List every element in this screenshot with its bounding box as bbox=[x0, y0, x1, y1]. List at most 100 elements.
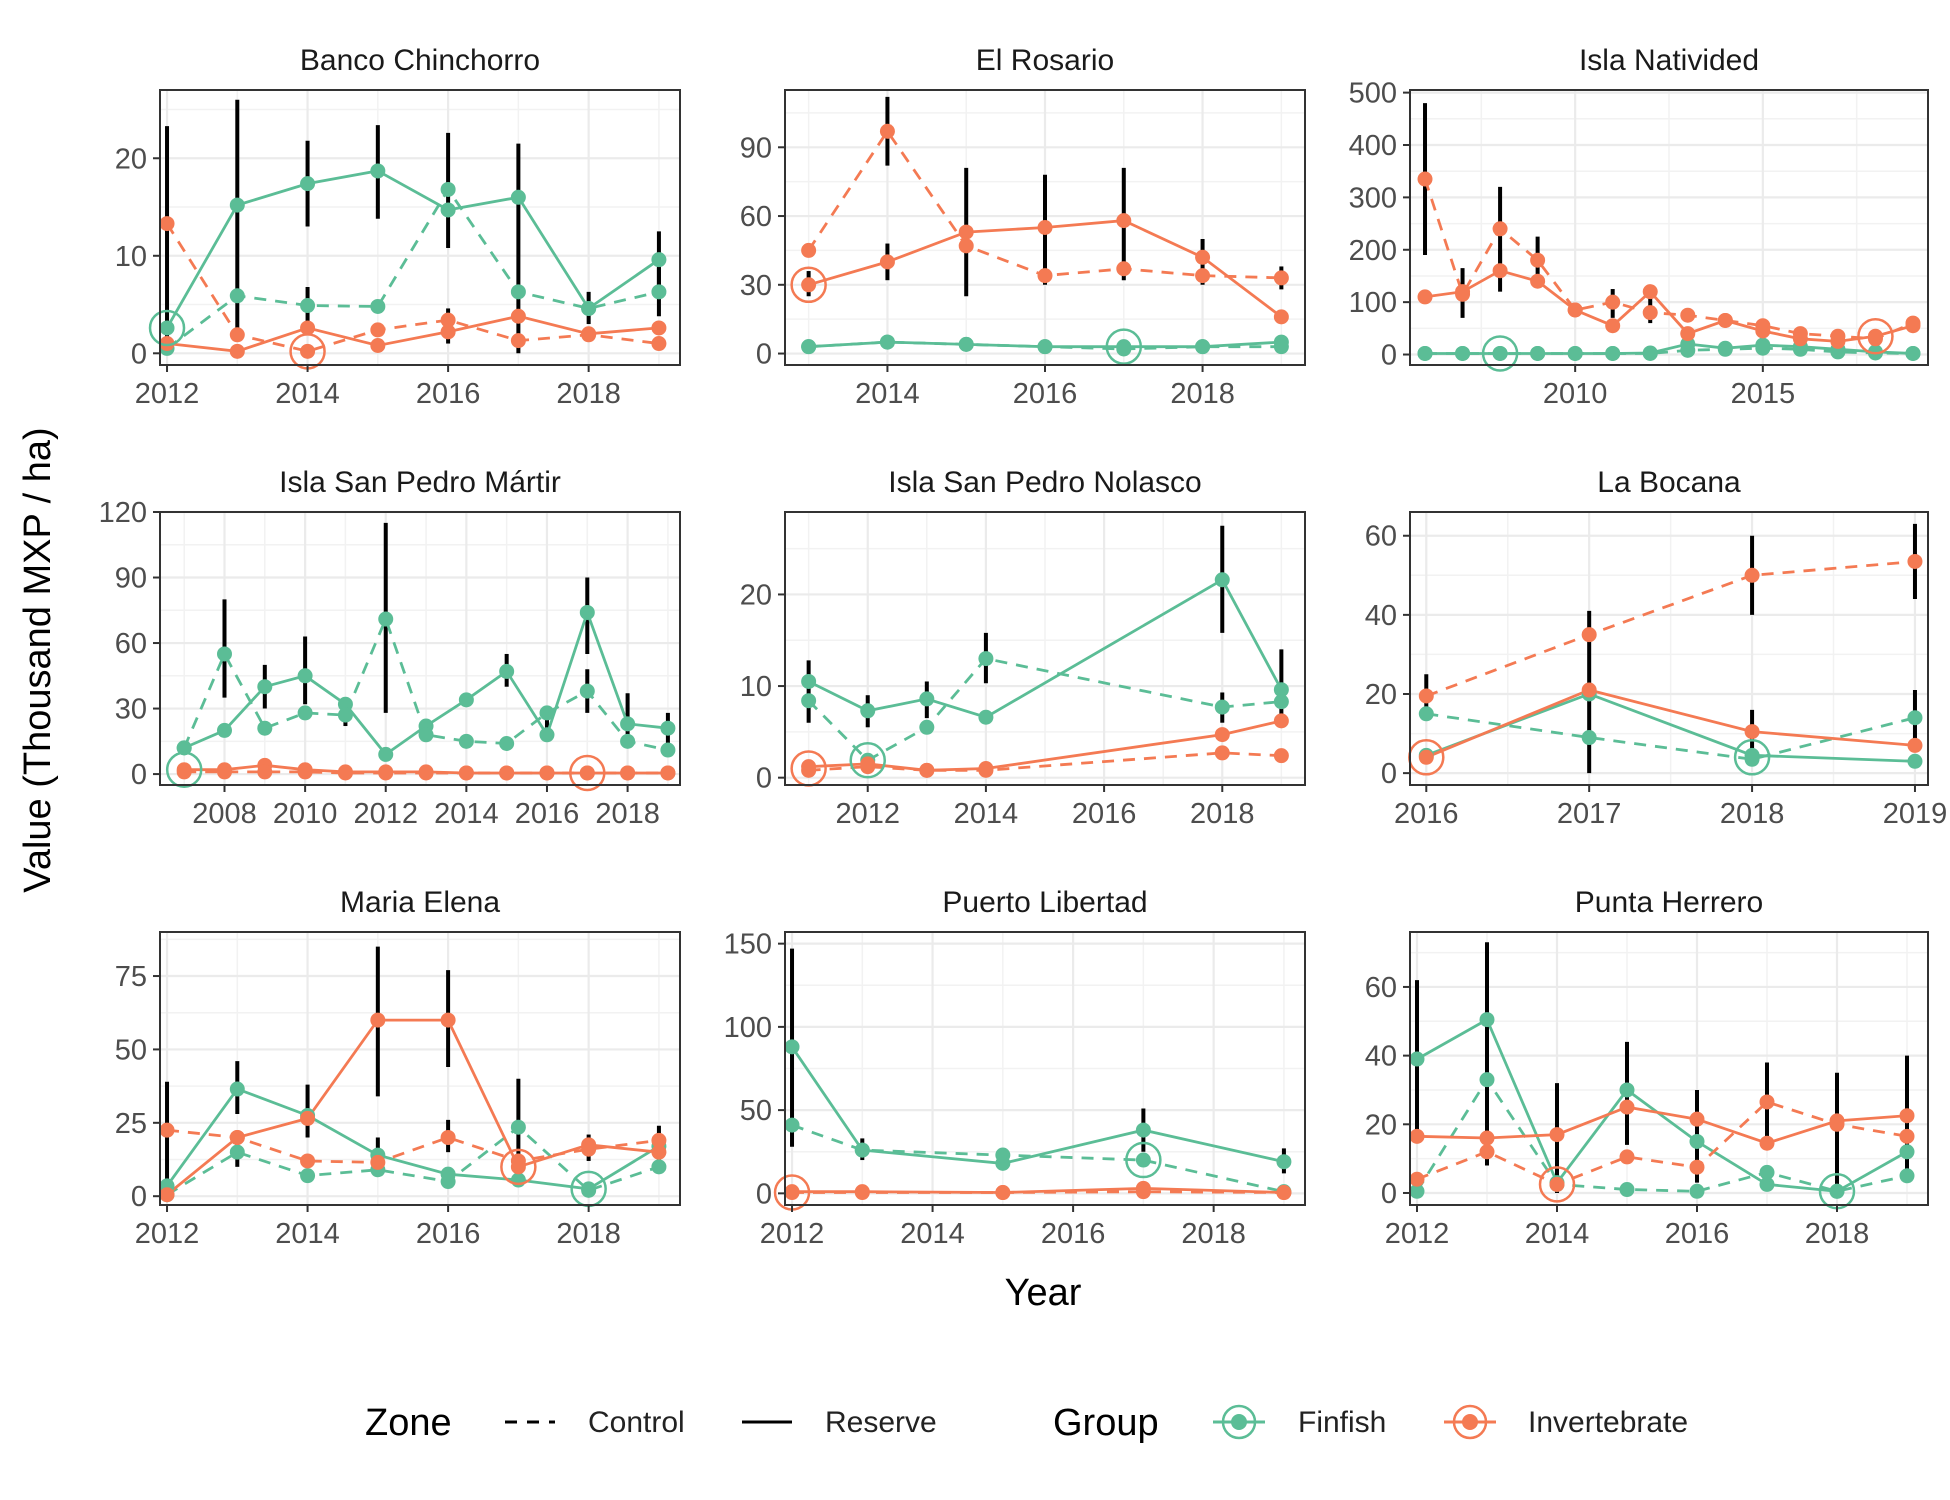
data-point-invertebrate bbox=[1689, 1111, 1705, 1127]
data-point-finfish bbox=[176, 740, 192, 756]
y-tick-label: 20 bbox=[1365, 679, 1397, 711]
data-point-invertebrate bbox=[1409, 1128, 1425, 1144]
panel-isla-nativided: Isla Nativided 2010 2015 0 100 200 300 400 500 bbox=[1349, 44, 1929, 410]
y-tick-label: 100 bbox=[724, 1012, 772, 1044]
x-tick-label: 2018 bbox=[595, 798, 660, 830]
data-point-invertebrate bbox=[1829, 1116, 1845, 1132]
x-tick-label: 2012 bbox=[353, 798, 418, 830]
panel-title-isla-san-pedro-martir: Isla San Pedro Mártir bbox=[279, 466, 561, 499]
y-tick-label: 200 bbox=[1349, 235, 1397, 267]
data-point-invertebrate bbox=[510, 1153, 526, 1169]
plot-area bbox=[1410, 932, 1928, 1205]
data-point-finfish bbox=[1905, 345, 1921, 361]
data-point-finfish bbox=[440, 1174, 456, 1190]
x-tick-label: 2018 bbox=[1190, 798, 1255, 830]
data-point-finfish bbox=[1276, 1154, 1292, 1170]
legend-finfish-label: Finfish bbox=[1298, 1406, 1386, 1439]
data-point-finfish bbox=[1689, 1183, 1705, 1199]
data-point-invertebrate bbox=[581, 1141, 597, 1157]
data-point-finfish bbox=[216, 646, 232, 662]
data-point-finfish bbox=[1037, 339, 1053, 355]
x-tick-label: 2014 bbox=[275, 378, 340, 410]
data-point-invertebrate bbox=[1759, 1135, 1775, 1151]
legend-invertebrate-key bbox=[1444, 1404, 1496, 1440]
data-point-finfish bbox=[1619, 1082, 1635, 1098]
data-point-finfish bbox=[1418, 706, 1434, 722]
y-tick-label: 0 bbox=[131, 338, 147, 370]
data-point-finfish bbox=[1479, 1012, 1495, 1028]
panel-title-la-bocana: La Bocana bbox=[1597, 466, 1741, 499]
data-point-invertebrate bbox=[801, 762, 817, 778]
data-point-invertebrate bbox=[1418, 749, 1434, 765]
y-tick-label: 0 bbox=[756, 763, 772, 795]
data-point-finfish bbox=[378, 746, 394, 762]
data-point-invertebrate bbox=[229, 1129, 245, 1145]
panel-el-rosario: El Rosario 2014 2016 2018 0 30 60 90 bbox=[740, 44, 1306, 410]
y-tick-label: 0 bbox=[1381, 758, 1397, 790]
data-point-finfish bbox=[458, 692, 474, 708]
data-point-invertebrate bbox=[257, 764, 273, 780]
data-point-invertebrate bbox=[1619, 1149, 1635, 1165]
data-point-finfish bbox=[458, 733, 474, 749]
data-point-invertebrate bbox=[651, 1144, 667, 1160]
series-line-invertebrate-reserve bbox=[166, 1018, 660, 1196]
y-tick-label: 120 bbox=[99, 497, 147, 529]
data-point-finfish bbox=[978, 651, 994, 667]
data-point-invertebrate bbox=[440, 324, 456, 340]
data-point-finfish bbox=[510, 284, 526, 300]
data-point-finfish bbox=[1581, 730, 1597, 746]
data-point-finfish bbox=[539, 727, 555, 743]
x-tick-label: 2014 bbox=[1525, 1218, 1590, 1250]
data-point-finfish bbox=[216, 722, 232, 738]
y-tick-label: 400 bbox=[1349, 130, 1397, 162]
y-tick-label: 100 bbox=[1349, 287, 1397, 319]
highlight-circle-invertebrate bbox=[569, 754, 606, 792]
data-point-invertebrate bbox=[1717, 312, 1733, 328]
x-tick-label: 2008 bbox=[192, 798, 257, 830]
data-point-finfish bbox=[860, 703, 876, 719]
data-point-invertebrate bbox=[651, 320, 667, 336]
legend-zone-title: Zone bbox=[365, 1402, 452, 1444]
x-tick-label: 2012 bbox=[135, 1218, 200, 1250]
data-point-finfish bbox=[1759, 1164, 1775, 1180]
series-line-invertebrate-control bbox=[808, 751, 1282, 772]
x-tick-label: 2018 bbox=[1181, 1218, 1246, 1250]
data-point-finfish bbox=[499, 736, 515, 752]
data-point-finfish bbox=[919, 691, 935, 707]
data-point-finfish bbox=[1135, 1152, 1151, 1168]
series-line-invertebrate-control bbox=[166, 1128, 660, 1164]
data-point-finfish bbox=[510, 189, 526, 205]
data-point-finfish bbox=[1409, 1051, 1425, 1067]
y-tick-label: 60 bbox=[740, 201, 772, 233]
data-point-invertebrate bbox=[510, 333, 526, 349]
x-tick-label: 2016 bbox=[1394, 798, 1459, 830]
data-point-invertebrate bbox=[370, 1154, 386, 1170]
series-line-finfish-reserve bbox=[165, 169, 660, 329]
highlight-circle-finfish bbox=[1733, 739, 1771, 776]
data-point-invertebrate bbox=[458, 765, 474, 781]
data-point-invertebrate bbox=[1680, 307, 1696, 323]
data-point-invertebrate bbox=[1273, 270, 1289, 286]
x-tick-label: 2014 bbox=[434, 798, 499, 830]
data-point-invertebrate bbox=[1037, 220, 1053, 235]
panel-title-puerto-libertad: Puerto Libertad bbox=[942, 886, 1147, 919]
data-point-invertebrate bbox=[995, 1185, 1011, 1201]
data-point-invertebrate bbox=[539, 765, 555, 781]
data-point-invertebrate bbox=[1581, 627, 1597, 643]
data-point-invertebrate bbox=[229, 327, 245, 343]
highlight-circle-finfish bbox=[1125, 1141, 1162, 1179]
data-point-invertebrate bbox=[1417, 171, 1433, 187]
x-tick-label: 2018 bbox=[1170, 378, 1235, 410]
data-point-invertebrate bbox=[958, 238, 974, 254]
x-tick-label: 2012 bbox=[1385, 1218, 1450, 1250]
data-point-invertebrate bbox=[440, 1129, 456, 1145]
data-point-finfish bbox=[620, 733, 636, 749]
x-tick-label: 2017 bbox=[1557, 798, 1622, 830]
data-point-invertebrate bbox=[1479, 1144, 1495, 1160]
data-point-finfish bbox=[229, 1081, 245, 1097]
data-point-invertebrate bbox=[1116, 213, 1132, 229]
panel-border bbox=[784, 511, 1306, 786]
highlight-circle-invertebrate bbox=[1538, 1166, 1576, 1203]
series-line-finfish-control bbox=[166, 1125, 660, 1196]
